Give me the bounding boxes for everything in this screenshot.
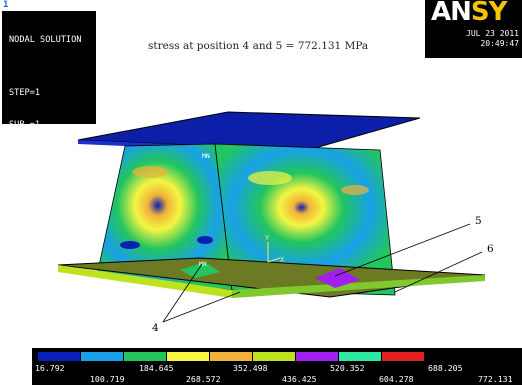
contour-patch [197, 236, 213, 244]
info-line: SUB =1 [9, 119, 41, 130]
info-line: SMN =16.792 [9, 247, 66, 258]
contour-patch [341, 185, 369, 195]
legend-value: 184.645 [139, 363, 174, 373]
legend-color-cell [38, 352, 81, 361]
callout-6: 6 [487, 243, 494, 255]
legend-color-cell [124, 352, 167, 361]
legend-value: 520.352 [330, 363, 365, 373]
legend-value: 352.498 [233, 363, 268, 373]
legend-color-cell [296, 352, 339, 361]
info-line: STEP=1 [9, 88, 41, 99]
axis-x-line [267, 257, 281, 263]
legend-color-cell [339, 352, 382, 361]
info-line: DMX =1.474 [9, 215, 61, 226]
contour-patch [132, 166, 168, 178]
legend-value: 688.205 [428, 363, 463, 373]
legend-color-strip [38, 352, 425, 361]
legend-value: 100.719 [90, 374, 125, 384]
callout-4-line-b [162, 291, 241, 323]
callout-6-line [394, 251, 483, 293]
axis-y-label: Y [265, 234, 270, 242]
contour-patch [248, 171, 292, 185]
timestamp: JUL 23 2011 20:49:47 [466, 29, 519, 49]
nodal-solution-info-panel: NODAL SOLUTION STEP=1 SUB =1 TIME=1 SEQV… [2, 11, 96, 289]
callout-4-line-a [162, 263, 203, 323]
legend-color-cell [210, 352, 253, 361]
stress-hotspot [180, 262, 220, 278]
ansys-logo: ANSY JUL 23 2011 20:49:47 [425, 0, 522, 58]
viewport-number: 1 [3, 0, 9, 10]
legend-color-cell [382, 352, 425, 361]
contour-patch [120, 241, 140, 249]
legend-color-cell [167, 352, 210, 361]
stress-caption: stress at position 4 and 5 = 772.131 MPa [148, 40, 369, 52]
time-text: 20:49:47 [480, 39, 519, 48]
info-line: SEQV (AVG) [9, 183, 82, 194]
callout-4: 4 [152, 322, 159, 334]
callout-5-line [334, 223, 471, 277]
contour-legend: 16.792 184.645 352.498 520.352 688.205 1… [32, 348, 522, 385]
date-text: JUL 23 2011 [466, 29, 519, 38]
legend-value: 604.278 [379, 374, 414, 384]
legend-color-cell [81, 352, 124, 361]
info-line: TIME=1 [9, 151, 41, 162]
info-line: SMX =772.131 [9, 278, 72, 289]
logo-text-white: AN [431, 0, 472, 27]
legend-value: 772.131 [478, 374, 513, 384]
axis-x-label: X [280, 256, 285, 264]
callout-5: 5 [475, 215, 482, 227]
bottom-plate-edge-right [232, 275, 485, 298]
legend-value: 436.425 [282, 374, 317, 384]
legend-value: 16.792 [35, 363, 65, 373]
logo-text-yellow: SY [470, 0, 508, 27]
fea-model-view: Y X MN MX 4 5 6 [57, 111, 494, 334]
logo-text: ANSY [431, 0, 508, 27]
bottom-plate-edge-left [58, 265, 232, 298]
legend-color-cell [253, 352, 296, 361]
info-line: NODAL SOLUTION [9, 35, 82, 46]
min-marker-label: MN [202, 152, 210, 160]
max-marker-label: MX [199, 260, 207, 268]
legend-value: 268.572 [186, 374, 221, 384]
stress-hotspot [315, 268, 360, 288]
